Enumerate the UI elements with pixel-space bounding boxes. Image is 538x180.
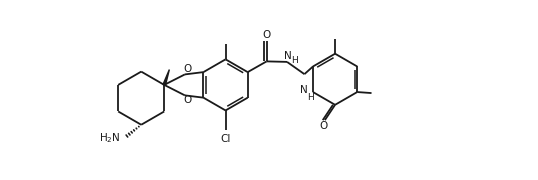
Text: O: O <box>184 64 192 74</box>
Text: H$_2$N: H$_2$N <box>99 131 121 145</box>
Text: N: N <box>300 85 308 95</box>
Text: O: O <box>320 121 328 131</box>
Text: Cl: Cl <box>221 134 231 144</box>
Polygon shape <box>163 69 169 85</box>
Text: O: O <box>184 95 192 105</box>
Text: O: O <box>263 30 271 40</box>
Text: H: H <box>292 56 298 65</box>
Text: N: N <box>284 51 292 61</box>
Text: H: H <box>308 93 314 102</box>
